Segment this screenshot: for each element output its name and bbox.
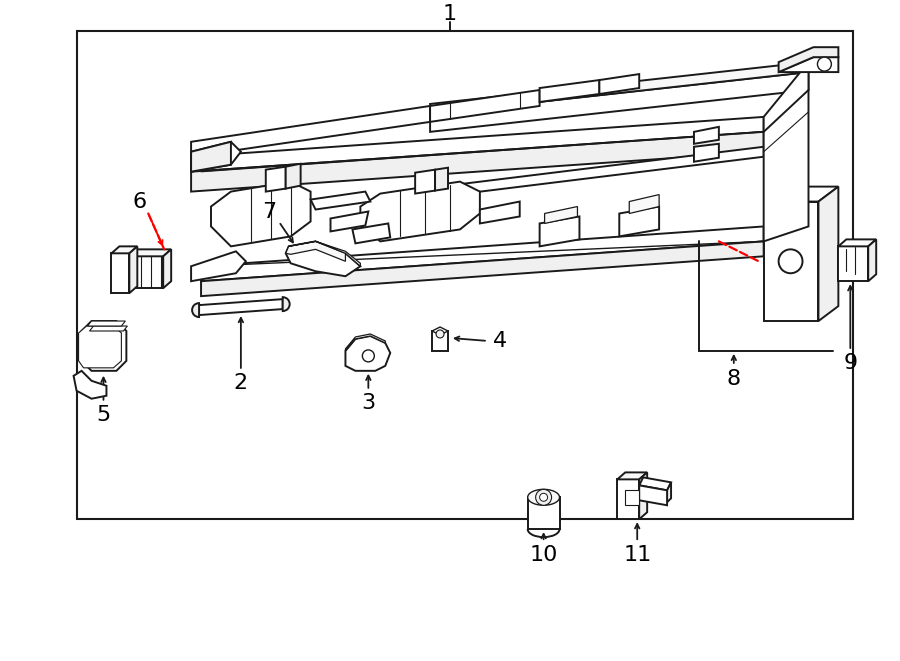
Polygon shape: [764, 186, 839, 202]
Polygon shape: [868, 239, 877, 281]
Polygon shape: [199, 299, 283, 315]
Polygon shape: [74, 371, 106, 399]
Polygon shape: [163, 249, 171, 288]
Polygon shape: [191, 106, 430, 157]
Text: 11: 11: [623, 545, 652, 565]
Polygon shape: [639, 477, 671, 490]
Polygon shape: [191, 117, 764, 172]
Circle shape: [436, 330, 444, 338]
Circle shape: [363, 350, 374, 362]
Polygon shape: [617, 473, 647, 479]
Text: 8: 8: [726, 369, 741, 389]
Polygon shape: [285, 241, 346, 261]
Wedge shape: [283, 297, 290, 311]
Polygon shape: [415, 170, 435, 194]
Polygon shape: [191, 251, 246, 281]
Polygon shape: [285, 241, 360, 276]
Polygon shape: [191, 142, 241, 172]
Polygon shape: [527, 489, 560, 505]
Polygon shape: [266, 167, 285, 192]
Polygon shape: [289, 241, 360, 266]
Wedge shape: [192, 303, 199, 317]
Polygon shape: [440, 147, 764, 196]
Polygon shape: [839, 247, 868, 281]
Polygon shape: [87, 321, 125, 326]
Text: 4: 4: [492, 331, 507, 351]
Polygon shape: [540, 80, 599, 102]
Polygon shape: [432, 331, 448, 351]
Polygon shape: [639, 485, 667, 505]
Polygon shape: [211, 182, 310, 247]
Polygon shape: [694, 144, 719, 162]
Polygon shape: [639, 473, 647, 519]
Polygon shape: [346, 334, 385, 351]
Polygon shape: [667, 483, 671, 502]
Polygon shape: [626, 490, 639, 505]
Polygon shape: [619, 206, 659, 237]
Polygon shape: [201, 241, 764, 296]
Polygon shape: [430, 90, 540, 122]
Polygon shape: [544, 206, 578, 223]
Circle shape: [778, 249, 803, 273]
Polygon shape: [764, 202, 818, 321]
Polygon shape: [540, 217, 580, 247]
Polygon shape: [310, 192, 370, 210]
Polygon shape: [76, 31, 853, 519]
Text: 6: 6: [132, 192, 147, 212]
Polygon shape: [778, 57, 839, 72]
Polygon shape: [191, 132, 764, 192]
Text: 5: 5: [96, 405, 111, 424]
Polygon shape: [82, 321, 126, 371]
Polygon shape: [629, 194, 659, 214]
Polygon shape: [480, 202, 519, 223]
Polygon shape: [191, 142, 231, 172]
Polygon shape: [130, 247, 138, 293]
Circle shape: [536, 489, 552, 505]
Polygon shape: [78, 326, 122, 368]
Polygon shape: [778, 47, 839, 72]
Polygon shape: [818, 186, 839, 321]
Polygon shape: [201, 227, 764, 281]
Polygon shape: [330, 212, 368, 231]
Polygon shape: [694, 127, 719, 144]
Polygon shape: [599, 74, 639, 94]
Text: 1: 1: [443, 5, 457, 24]
Polygon shape: [430, 72, 808, 132]
Text: 10: 10: [529, 545, 558, 565]
Circle shape: [817, 57, 832, 71]
Polygon shape: [527, 497, 560, 529]
Polygon shape: [432, 327, 448, 335]
Text: 3: 3: [361, 393, 375, 412]
Polygon shape: [617, 479, 639, 519]
Polygon shape: [346, 336, 391, 371]
Polygon shape: [112, 253, 130, 293]
Polygon shape: [360, 182, 480, 241]
Circle shape: [540, 493, 547, 501]
Polygon shape: [130, 256, 163, 288]
Polygon shape: [353, 223, 391, 243]
Polygon shape: [112, 247, 138, 253]
Polygon shape: [764, 62, 808, 241]
Polygon shape: [285, 164, 301, 188]
Text: 7: 7: [262, 202, 275, 221]
Text: 2: 2: [234, 373, 248, 393]
Text: 9: 9: [843, 353, 858, 373]
Polygon shape: [89, 326, 128, 331]
Polygon shape: [130, 249, 171, 256]
Polygon shape: [430, 62, 808, 114]
Polygon shape: [435, 168, 448, 190]
Polygon shape: [839, 239, 877, 247]
